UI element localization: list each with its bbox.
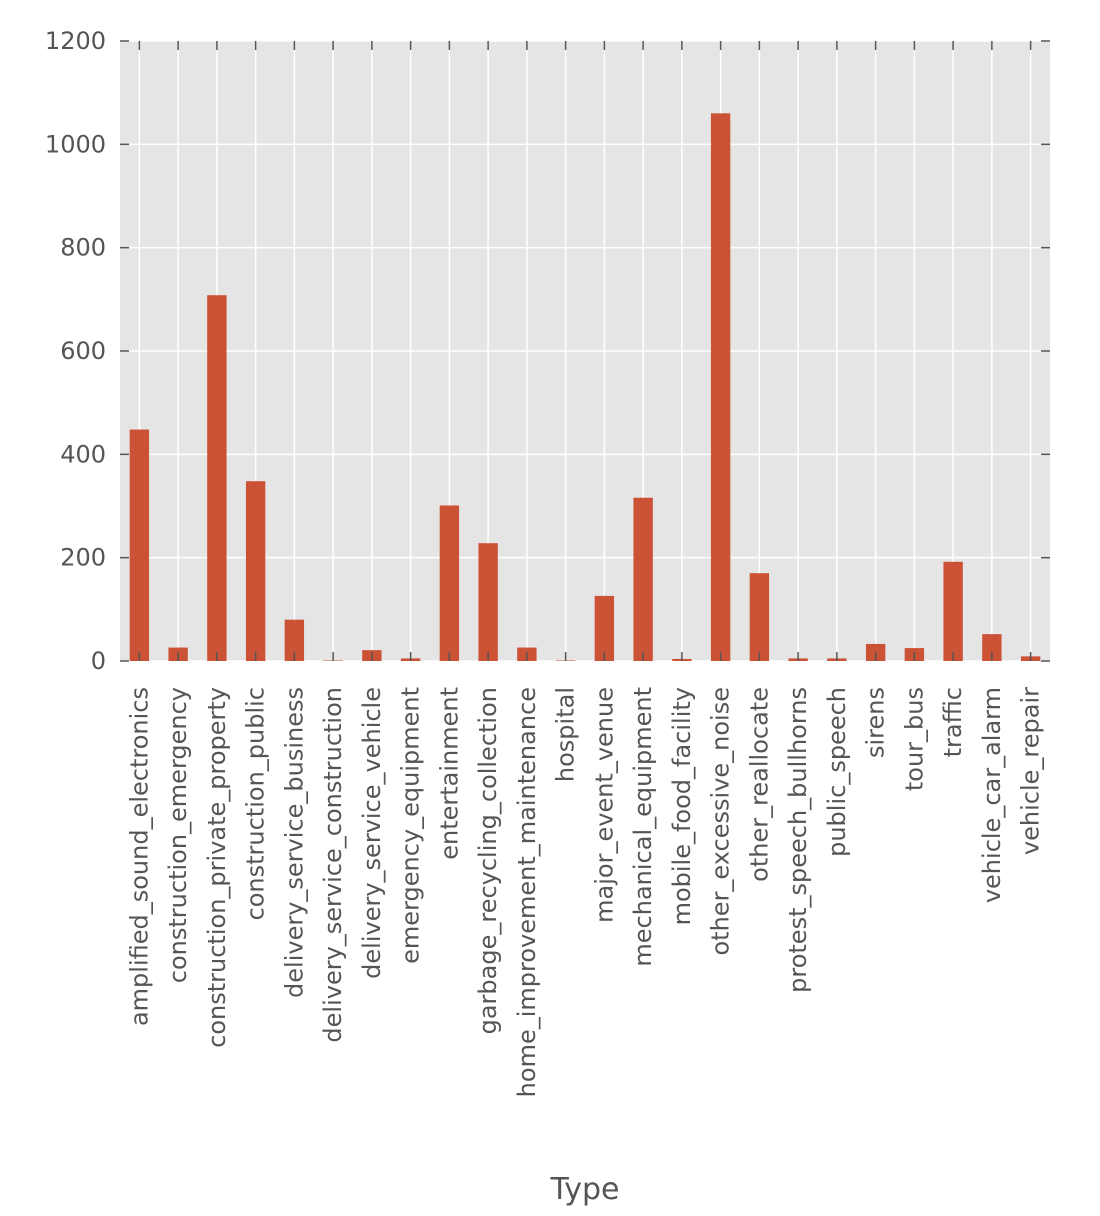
x-tick-label: amplified_sound_electronics	[125, 687, 153, 1026]
x-tick-label: sirens	[862, 687, 890, 758]
bar	[207, 295, 227, 661]
bar	[439, 505, 460, 661]
x-tick-label: emergency_equipment	[397, 687, 425, 964]
x-tick-label: garbage_recycling_collection	[474, 687, 502, 1034]
bar	[284, 619, 305, 661]
bar	[129, 429, 150, 661]
bar	[749, 573, 770, 661]
x-tick-label: construction_private_property	[203, 687, 231, 1048]
y-tick-label: 1200	[45, 27, 106, 55]
x-tick-label: construction_public	[242, 687, 270, 920]
x-tick-label: protest_speech_bullhorns	[784, 687, 812, 993]
x-tick-label: major_event_venue	[590, 687, 618, 923]
x-tick-label: mechanical_equipment	[629, 687, 657, 967]
x-tick-label: home_improvement_maintenance	[513, 687, 541, 1097]
x-tick-label: tour_bus	[900, 687, 928, 791]
x-tick-label: other_reallocate	[745, 687, 773, 882]
y-tick-label: 200	[60, 544, 106, 572]
x-axis-title: Type	[550, 1172, 620, 1207]
bar	[478, 543, 498, 661]
x-tick-label: entertainment	[435, 687, 463, 860]
bar	[633, 497, 653, 661]
x-tick-label: other_excessive_noise	[707, 687, 735, 956]
y-tick-label: 600	[60, 337, 106, 365]
y-tick-label: 400	[60, 440, 106, 468]
y-tick-label: 800	[60, 234, 106, 262]
x-tick-label: mobile_food_facility	[668, 687, 696, 925]
bar	[245, 481, 266, 661]
bar	[982, 634, 1002, 661]
bars	[129, 113, 1041, 662]
y-tick-label: 0	[91, 647, 106, 675]
x-tick-label: delivery_service_vehicle	[358, 687, 386, 979]
bar	[594, 595, 615, 661]
bar	[943, 561, 963, 661]
x-tick-label: delivery_service_business	[280, 687, 308, 998]
x-tick-label: vehicle_car_alarm	[978, 687, 1006, 903]
x-tick-label: hospital	[552, 687, 580, 782]
x-tick-label: traffic	[939, 687, 967, 757]
x-tick-label: vehicle_repair	[1017, 687, 1045, 855]
x-tick-label: delivery_service_construction	[319, 687, 347, 1043]
y-tick-label: 1000	[45, 130, 106, 158]
tick-labels: 0 200 400 600 800 1000 1200 amplified_sound_ele…	[45, 27, 1045, 1097]
x-tick-label: construction_emergency	[164, 687, 192, 983]
bar	[710, 113, 731, 662]
x-tick-label: public_speech	[823, 687, 851, 857]
axis-ticks	[120, 40, 1050, 662]
